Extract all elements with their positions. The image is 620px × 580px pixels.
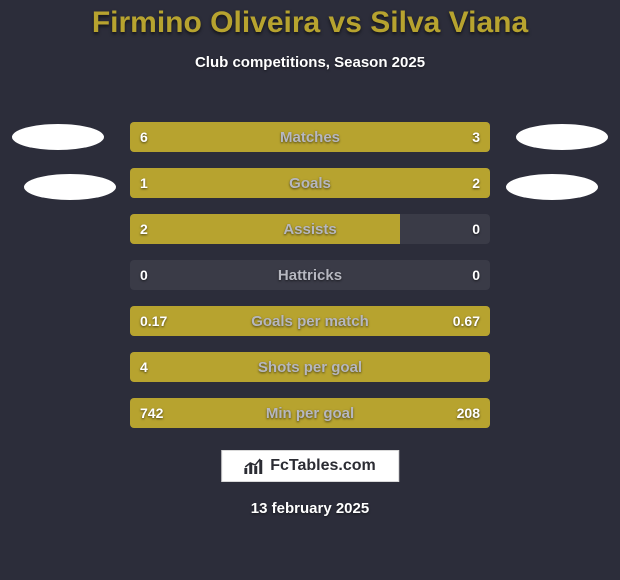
stat-label: Matches bbox=[130, 122, 490, 152]
stat-value-right: 3 bbox=[462, 122, 490, 152]
stat-label: Shots per goal bbox=[130, 352, 490, 382]
stat-value-left: 4 bbox=[130, 352, 158, 382]
avatar-oval bbox=[516, 124, 608, 150]
stat-value-left: 1 bbox=[130, 168, 158, 198]
stat-row: Shots per goal4 bbox=[130, 352, 490, 382]
avatar-oval bbox=[24, 174, 116, 200]
stat-value-right: 208 bbox=[447, 398, 490, 428]
stat-row: Matches6 3 bbox=[130, 122, 490, 152]
stat-value-left: 6 bbox=[130, 122, 158, 152]
stat-label: Goals bbox=[130, 168, 490, 198]
stat-value-right: 2 bbox=[462, 168, 490, 198]
stat-row: Min per goal742 208 bbox=[130, 398, 490, 428]
stat-row: Assists2 0 bbox=[130, 214, 490, 244]
stat-row: Goals per match0.17 0.67 bbox=[130, 306, 490, 336]
stat-label: Hattricks bbox=[130, 260, 490, 290]
stat-row: Goals1 2 bbox=[130, 168, 490, 198]
stat-value-right: 0 bbox=[462, 260, 490, 290]
brand-icon bbox=[244, 458, 264, 474]
subtitle: Club competitions, Season 2025 bbox=[0, 54, 620, 71]
stat-value-right: 0.67 bbox=[443, 306, 490, 336]
stat-value-right: 0 bbox=[462, 214, 490, 244]
brand-text: FcTables.com bbox=[270, 457, 376, 475]
stat-row: Hattricks0 0 bbox=[130, 260, 490, 290]
stat-value-left: 0 bbox=[130, 260, 158, 290]
footer-date: 13 february 2025 bbox=[0, 500, 620, 517]
stats-table: Matches63Goals12Assists20Hattricks00Goal… bbox=[130, 122, 490, 444]
stat-value-left: 2 bbox=[130, 214, 158, 244]
stat-value-left: 0.17 bbox=[130, 306, 177, 336]
page-title: Firmino Oliveira vs Silva Viana bbox=[0, 0, 620, 40]
stat-value-left: 742 bbox=[130, 398, 173, 428]
stat-label: Assists bbox=[130, 214, 490, 244]
avatar-oval bbox=[12, 124, 104, 150]
avatar-oval bbox=[506, 174, 598, 200]
comparison-infographic: Firmino Oliveira vs Silva Viana Club com… bbox=[0, 0, 620, 580]
stat-label: Min per goal bbox=[130, 398, 490, 428]
stat-label: Goals per match bbox=[130, 306, 490, 336]
stat-value-right bbox=[470, 352, 490, 382]
brand-badge: FcTables.com bbox=[221, 450, 399, 482]
